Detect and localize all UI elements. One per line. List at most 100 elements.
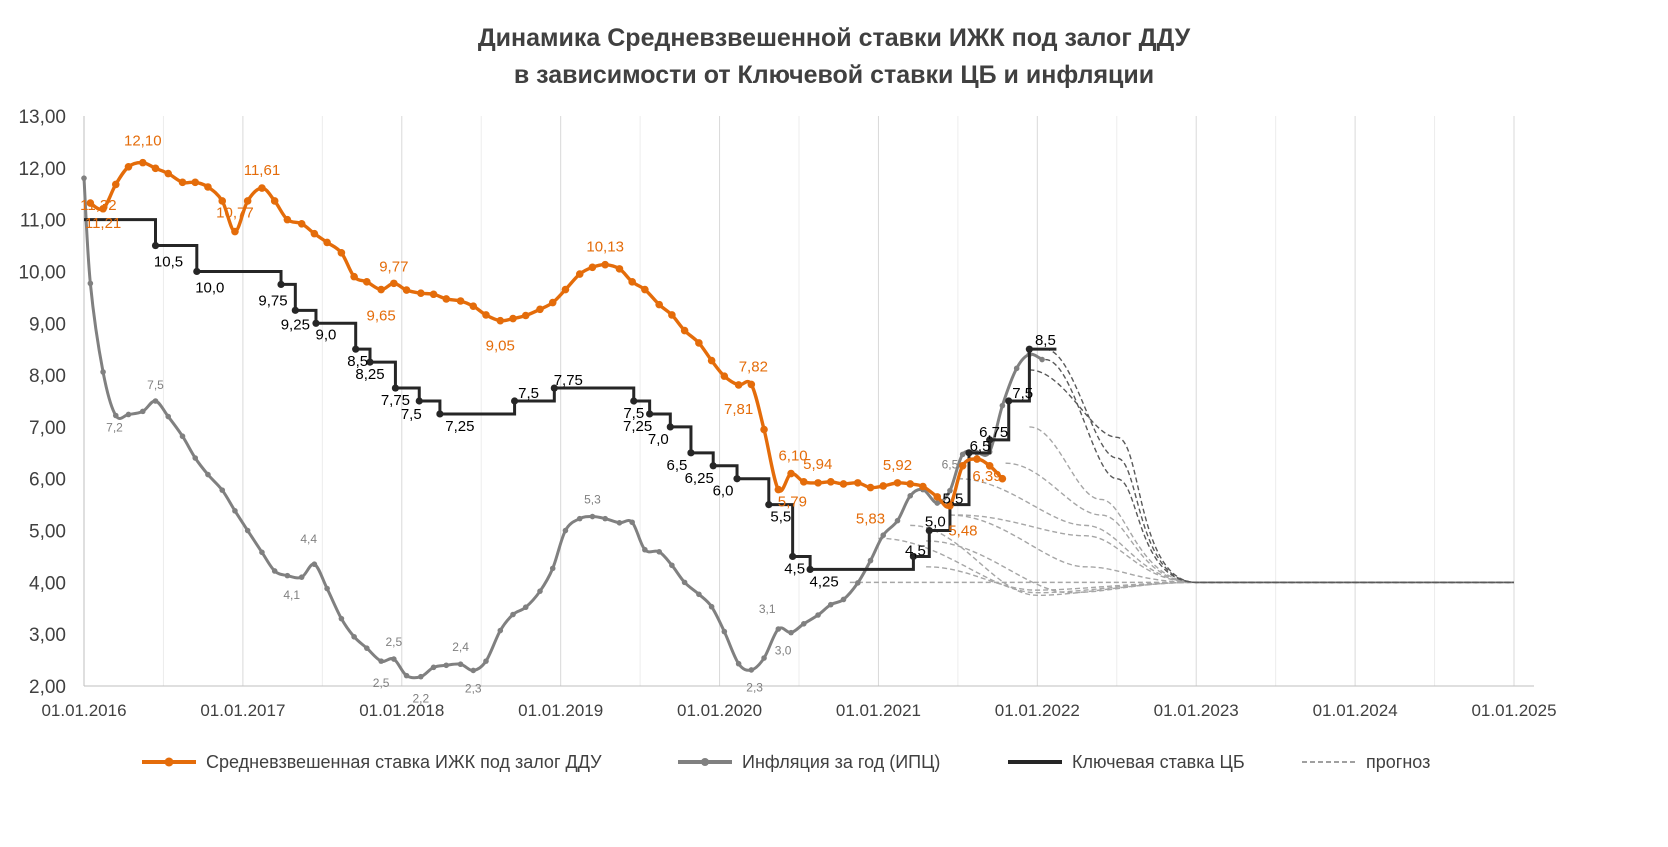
inflation-data-label: 2,4 <box>452 640 469 654</box>
mortgage-data-label: 9,05 <box>486 338 515 355</box>
mortgage-point <box>350 272 358 281</box>
inflation-point <box>602 515 608 522</box>
mortgage-point <box>138 158 147 167</box>
key-rate-point <box>352 345 360 353</box>
inflation-point <box>351 633 357 640</box>
inflation-point <box>894 517 901 524</box>
mortgage-data-label: 11,21 <box>85 215 121 232</box>
forecast-layer <box>849 348 1514 597</box>
mortgage-point <box>601 260 609 269</box>
inflation-point <box>81 175 87 181</box>
inflation-point <box>854 580 861 586</box>
mortgage-point <box>429 290 438 299</box>
inflation-point <box>1013 365 1020 372</box>
legend-marker-mortgage <box>164 757 174 767</box>
forecast-curve <box>926 540 1514 594</box>
mortgage-data-label: 9,77 <box>379 258 408 275</box>
mortgage-point <box>561 285 570 294</box>
inflation-data-label: 6,5 <box>942 458 959 472</box>
mortgage-data-label: 5,92 <box>883 457 912 474</box>
key-rate-data-label: 7,5 <box>518 385 539 402</box>
inflation-point <box>537 588 543 594</box>
key-rate-point <box>909 552 918 561</box>
mortgage-point <box>641 285 649 294</box>
y-tick-label: 10,00 <box>18 262 66 283</box>
mortgage-data-label: 10,77 <box>216 205 254 222</box>
mortgage-point <box>297 219 306 228</box>
y-tick-label: 5,00 <box>29 522 66 543</box>
mortgage-point <box>958 461 967 470</box>
inflation-point <box>112 412 119 419</box>
mortgage-point <box>270 197 279 205</box>
inflation-data-label: 4,4 <box>300 532 317 546</box>
mortgage-point <box>151 164 160 173</box>
mortgage-point <box>243 197 252 205</box>
chart-title-line-1: Динамика Средневзвешенной ставки ИЖК под… <box>478 24 1191 52</box>
mortgage-point <box>283 215 292 224</box>
mortgage-point <box>985 461 994 470</box>
inflation-point <box>418 673 424 680</box>
inflation-point <box>192 455 199 461</box>
inflation-point <box>311 561 318 568</box>
inflation-point <box>696 591 702 598</box>
mortgage-point <box>402 286 411 294</box>
key-rate-data-label: 8,5 <box>1035 332 1056 349</box>
inflation-data-label: 2,3 <box>746 681 763 695</box>
inflation-point <box>616 519 623 526</box>
key-rate-point <box>151 241 160 250</box>
forecast-curve <box>1045 348 1514 584</box>
inflation-data-label: 2,5 <box>373 676 390 690</box>
inflation-point <box>179 433 186 440</box>
mortgage-point <box>178 178 187 187</box>
inflation-point <box>562 527 569 534</box>
mortgage-data-label: 12,10 <box>124 133 162 150</box>
inflation-point <box>959 451 966 458</box>
y-tick-label: 6,00 <box>29 470 66 491</box>
mortgage-point <box>799 478 808 486</box>
inflation-data-label: 2,5 <box>385 635 402 649</box>
key-rate-point <box>806 565 814 574</box>
key-rate-data-label: 7,5 <box>401 406 422 423</box>
mortgage-point <box>668 311 676 319</box>
key-rate-point <box>765 501 773 509</box>
mortgage-point <box>826 478 835 486</box>
inflation-point <box>364 645 370 651</box>
mortgage-point <box>973 455 981 463</box>
inflation-point <box>259 549 265 556</box>
mortgage-line <box>89 160 1004 509</box>
inflation-point <box>880 532 887 539</box>
mortgage-point <box>787 469 795 478</box>
mortgage-point <box>933 493 942 501</box>
inflation-point <box>1039 356 1045 363</box>
mortgage-point <box>879 482 888 490</box>
key-rate-data-label: 9,0 <box>316 326 337 343</box>
mortgage-point <box>615 265 624 273</box>
mortgage-point <box>814 479 822 487</box>
mortgage-data-label: 11,61 <box>244 162 280 179</box>
chart-title-line-2: в зависимости от Ключевой ставки ЦБ и ин… <box>514 61 1154 89</box>
key-rate-data-label: 8,5 <box>347 353 368 370</box>
legend-item-key-rate: Ключевая ставка ЦБ <box>1008 752 1245 772</box>
mortgage-data-label: 11,32 <box>80 197 116 214</box>
inflation-point <box>483 658 489 664</box>
inflation-point <box>125 411 132 418</box>
mortgage-point <box>998 474 1007 483</box>
inflation-point <box>232 508 238 514</box>
mortgage-point <box>417 289 425 298</box>
inflation-point <box>457 661 464 668</box>
x-tick-label: 01.01.2025 <box>1471 701 1556 720</box>
forecast-curve <box>1029 426 1514 584</box>
mortgage-data-label: 7,81 <box>724 401 753 418</box>
inflation-point <box>735 660 742 667</box>
mortgage-point <box>575 270 584 278</box>
key-rate-data-label: 7,75 <box>381 392 410 409</box>
inflation-point <box>576 515 583 522</box>
key-rate-data-label: 8,25 <box>355 366 384 383</box>
mortgage-point <box>919 482 927 491</box>
mortgage-data-label: 10,13 <box>586 239 624 256</box>
inflation-point <box>152 398 159 404</box>
mortgage-data-label: 5,79 <box>778 494 807 511</box>
mortgage-point <box>99 204 107 213</box>
mortgage-point <box>707 356 716 365</box>
inflation-point <box>708 603 715 610</box>
